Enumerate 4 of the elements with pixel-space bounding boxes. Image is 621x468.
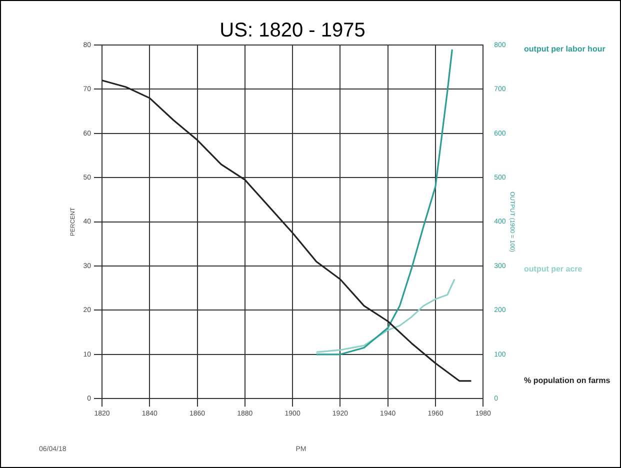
text: % population on farms [524, 376, 611, 386]
text: output per labor hour [524, 44, 606, 54]
text: output per acre [524, 264, 583, 274]
chart-title: US: 1820 - 1975 [220, 20, 366, 42]
